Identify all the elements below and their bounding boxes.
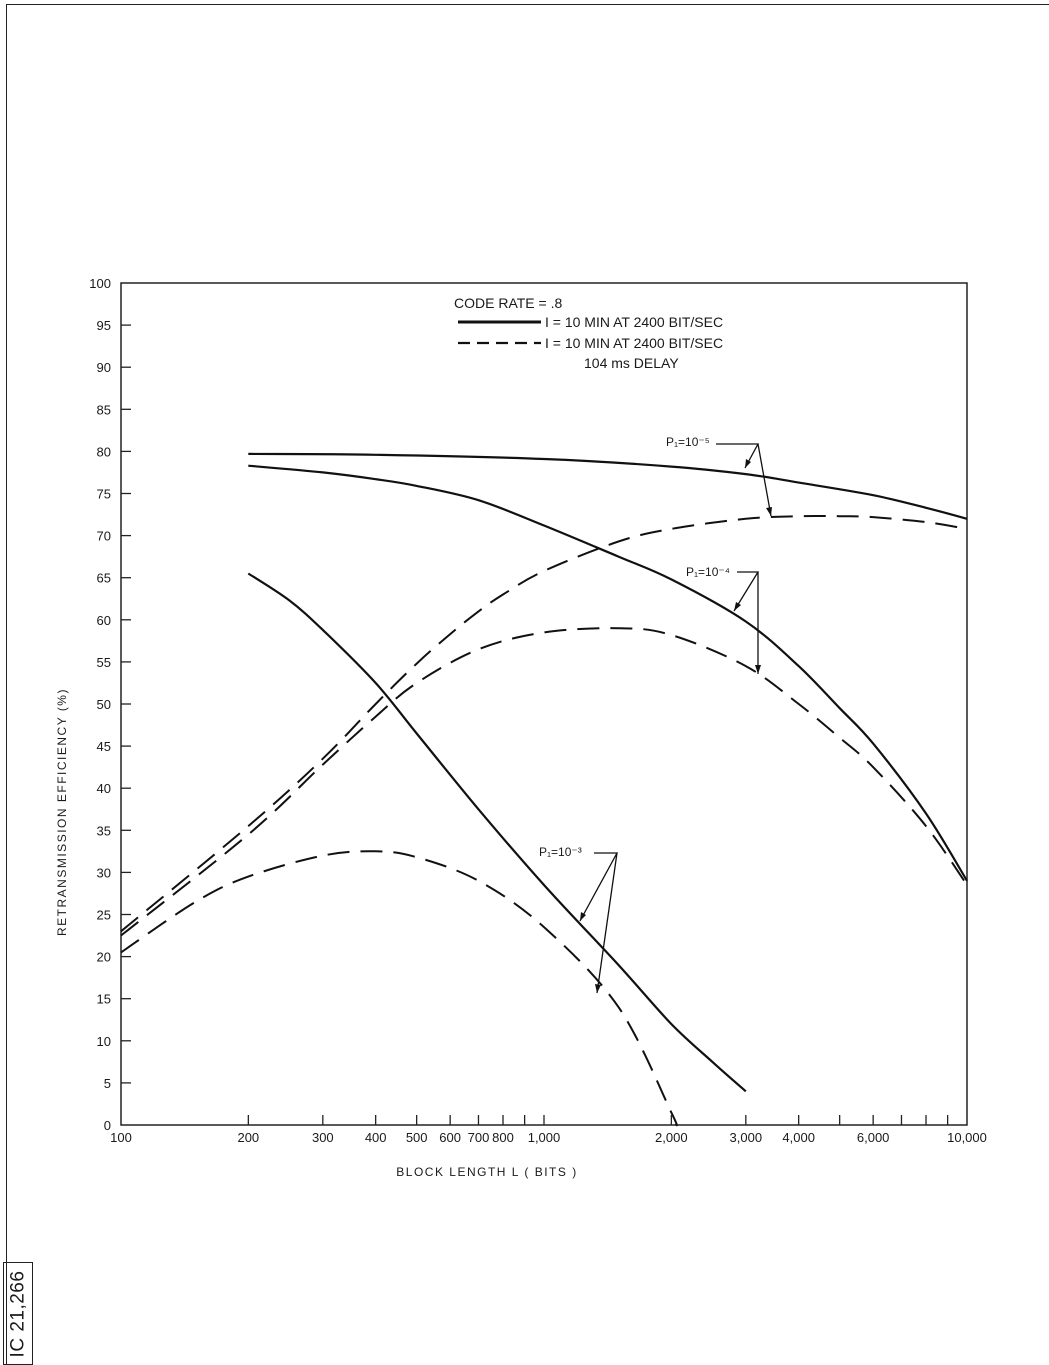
y-tick-label: 20 <box>97 950 111 965</box>
annotation-label-p1e-5: P₁=10⁻⁵ <box>666 435 710 449</box>
x-tick-label: 1,000 <box>528 1130 561 1145</box>
y-tick-label: 0 <box>104 1118 111 1133</box>
y-tick-label: 10 <box>97 1034 111 1049</box>
x-tick-label: 100 <box>110 1130 132 1145</box>
annotation-p1e-4: P₁=10⁻⁴ <box>686 565 761 674</box>
y-tick-label: 45 <box>97 739 111 754</box>
y-tick-label: 55 <box>97 655 111 670</box>
y-tick-label: 60 <box>97 613 111 628</box>
legend-note: 104 ms DELAY <box>584 355 679 371</box>
x-tick-label: 6,000 <box>857 1130 890 1145</box>
figure-id-label: IC 21,266 <box>3 1262 33 1365</box>
legend-label-dashed: I = 10 MIN AT 2400 BIT/SEC <box>545 335 723 351</box>
annotation-label-p1e-3: P₁=10⁻³ <box>539 845 582 859</box>
axis-ticks: 100 200 300 400 500 600 700 800 1,000 2,000 3,000 4… <box>89 276 987 1145</box>
y-tick-label: 50 <box>97 697 111 712</box>
x-tick-label: 300 <box>312 1130 334 1145</box>
x-tick-label: 500 <box>406 1130 428 1145</box>
x-tick-label: 4,000 <box>782 1130 815 1145</box>
page-frame <box>6 4 1049 1365</box>
series-line-solid-2 <box>248 464 968 882</box>
x-tick-label: 700 <box>468 1130 490 1145</box>
y-tick-label: 70 <box>97 529 111 544</box>
series-line-dashed-1 <box>120 514 968 933</box>
annotation-p1e-3: P₁=10⁻³ <box>539 845 619 994</box>
y-tick-label: 100 <box>89 276 111 291</box>
y-tick-label: 80 <box>97 444 111 459</box>
x-tick-label: 800 <box>492 1130 514 1145</box>
figure-id-text: IC 21,266 <box>7 1270 28 1357</box>
series-layer <box>120 452 968 1127</box>
series-line-dashed-3 <box>120 627 968 937</box>
y-tick-label: 40 <box>97 781 111 796</box>
y-tick-label: 85 <box>97 402 111 417</box>
x-tick-label: 400 <box>365 1130 387 1145</box>
legend: CODE RATE = .8 I = 10 MIN AT 2400 BIT/SE… <box>454 295 723 371</box>
x-tick-label: 200 <box>237 1130 259 1145</box>
series-line-solid-0 <box>248 452 968 520</box>
series-line-solid-4 <box>247 572 747 1093</box>
y-tick-label: 25 <box>97 908 111 923</box>
y-tick-label: 35 <box>97 823 111 838</box>
y-axis-label: RETRANSMISSION EFFICIENCY (%) <box>55 688 69 936</box>
x-tick-label: 2,000 <box>655 1130 688 1145</box>
x-tick-label: 10,000 <box>947 1130 987 1145</box>
series-line-dashed-5 <box>120 850 678 1127</box>
y-tick-label: 95 <box>97 318 111 333</box>
annotation-p1e-5: P₁=10⁻⁵ <box>666 435 772 517</box>
legend-title: CODE RATE = .8 <box>454 295 562 311</box>
annotation-label-p1e-4: P₁=10⁻⁴ <box>686 565 730 579</box>
y-tick-label: 90 <box>97 360 111 375</box>
y-tick-label: 65 <box>97 571 111 586</box>
y-tick-label: 5 <box>104 1076 111 1091</box>
x-tick-label: 3,000 <box>730 1130 763 1145</box>
legend-label-solid: I = 10 MIN AT 2400 BIT/SEC <box>545 314 723 330</box>
plot-area-frame <box>120 282 968 1126</box>
y-tick-label: 30 <box>97 865 111 880</box>
y-tick-label: 75 <box>97 487 111 502</box>
y-tick-label: 15 <box>97 992 111 1007</box>
x-tick-label: 600 <box>439 1130 461 1145</box>
x-axis-label: BLOCK LENGTH L ( BITS ) <box>396 1165 577 1179</box>
